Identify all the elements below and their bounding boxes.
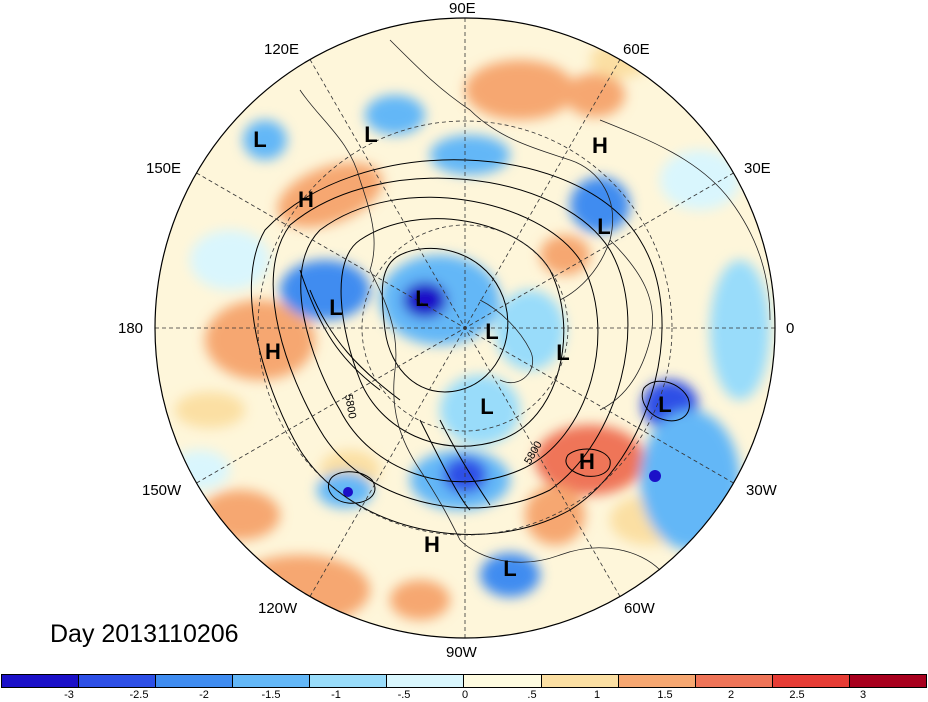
pressure-label: L xyxy=(485,319,498,344)
colorbar-tick: 1 xyxy=(593,689,601,701)
pressure-label: L xyxy=(480,394,493,419)
colorbar-swatch xyxy=(464,675,542,687)
pressure-label: L xyxy=(415,286,428,311)
lon-label-150e: 150E xyxy=(146,160,182,177)
polar-map: 5800 5800 L L H L H L L L L H L L H H xyxy=(154,17,776,639)
pressure-label: L xyxy=(597,214,610,239)
colorbar xyxy=(1,674,927,688)
lon-label-180: 180 xyxy=(118,320,144,337)
lon-label-0: 0 xyxy=(786,320,795,337)
colorbar-swatch xyxy=(387,675,465,687)
colorbar-swatch xyxy=(695,675,773,687)
graticule xyxy=(155,18,775,638)
pressure-label: L xyxy=(329,295,342,320)
colorbar-tick: 0 xyxy=(461,689,469,701)
lon-label-30e: 30E xyxy=(744,160,771,177)
colorbar-tick: 2 xyxy=(727,689,735,701)
lon-label-30w: 30W xyxy=(746,482,777,499)
coastlines xyxy=(299,39,771,571)
colorbar-tick: -3 xyxy=(64,689,74,701)
pressure-label: H xyxy=(579,449,595,474)
colorbar-tick: -1.5 xyxy=(261,689,281,701)
colorbar-tick: 1.5 xyxy=(657,689,673,701)
pressure-label: H xyxy=(424,532,440,557)
lon-label-90e: 90E xyxy=(449,0,476,17)
pressure-label: L xyxy=(364,122,377,147)
colorbar-swatch xyxy=(541,675,619,687)
colorbar-tick: -1 xyxy=(331,689,341,701)
pressure-label: H xyxy=(592,133,608,158)
colorbar-swatch xyxy=(156,675,234,687)
lon-label-60w: 60W xyxy=(624,600,655,617)
height-contours xyxy=(250,159,690,535)
pressure-systems: L L H L H L L L L H L L H H L xyxy=(253,122,671,581)
colorbar-tick: 2.5 xyxy=(789,689,805,701)
pressure-label: H xyxy=(265,339,281,364)
colorbar-tick: -.5 xyxy=(397,689,411,701)
pressure-label: L xyxy=(253,127,266,152)
contour-label-1: 5800 xyxy=(342,393,358,419)
map-boundary xyxy=(154,17,776,639)
pressure-label: H xyxy=(298,187,314,212)
colorbar-tick: .5 xyxy=(527,689,537,701)
colorbar-tick: 3 xyxy=(859,689,867,701)
colorbar-swatch xyxy=(79,675,157,687)
lon-label-120w: 120W xyxy=(258,600,298,617)
pressure-label: L xyxy=(556,340,569,365)
lon-label-120e: 120E xyxy=(264,41,300,58)
pressure-label: L xyxy=(658,392,671,417)
colorbar-tick: -2 xyxy=(199,689,209,701)
lon-label-150w: 150W xyxy=(142,482,182,499)
colorbar-swatch xyxy=(849,675,926,687)
lon-label-60e: 60E xyxy=(623,41,650,58)
colorbar-swatch xyxy=(772,675,850,687)
colorbar-swatch xyxy=(233,675,311,687)
lon-label-90w: 90W xyxy=(446,644,477,661)
colorbar-tick: -2.5 xyxy=(129,689,149,701)
pressure-label: L xyxy=(503,556,516,581)
colorbar-swatch xyxy=(618,675,696,687)
map-title: Day 2013110206 xyxy=(50,620,239,648)
colorbar-swatch xyxy=(310,675,388,687)
colorbar-swatch xyxy=(2,675,80,687)
